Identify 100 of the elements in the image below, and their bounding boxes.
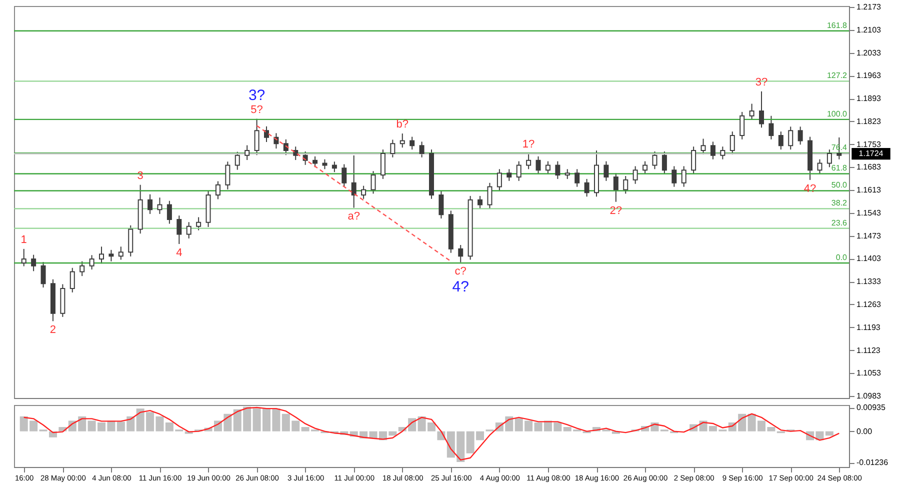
annotation: 3?: [755, 76, 768, 88]
candlestick: [380, 149, 386, 180]
candlestick: [31, 254, 36, 272]
candlestick: [264, 126, 269, 143]
candlestick: [555, 160, 560, 180]
y-tick-label: 1.2173: [856, 2, 882, 12]
y-tick-label: 1.1753: [856, 140, 882, 149]
y-tick-label: 1.1333: [856, 277, 882, 286]
candlestick: [176, 215, 182, 245]
candlestick: [526, 152, 532, 170]
y-tick-label: 1.1263: [856, 300, 882, 309]
y-tick-label: 0.00935: [856, 403, 886, 412]
annotation: 3?: [248, 86, 266, 104]
candlestick: [778, 131, 784, 150]
y-tick-label: 1.1473: [856, 231, 882, 240]
candlestick: [80, 260, 85, 277]
candlestick: [817, 158, 822, 175]
candlestick: [710, 141, 716, 160]
candlestick: [21, 248, 26, 267]
annotation: 161.8: [826, 20, 848, 30]
candlestick: [99, 246, 104, 264]
candlestick: [254, 118, 260, 156]
candlestick: [118, 246, 124, 260]
annotation: 2: [50, 324, 56, 336]
candlestick: [536, 156, 541, 175]
y-tick-label: 1.1683: [856, 162, 882, 172]
annotation: c?: [454, 265, 466, 278]
annotation: 1?: [522, 138, 535, 150]
candlestick: [342, 164, 347, 188]
annotation: 50.0: [831, 180, 848, 190]
candlestick: [545, 160, 550, 175]
ref-line-label: 1.1724: [858, 148, 884, 158]
candlestick: [759, 90, 764, 128]
candlestick: [623, 176, 628, 194]
candlestick: [322, 158, 328, 170]
candlestick: [312, 156, 318, 168]
candlestick: [672, 166, 677, 188]
candlestick: [390, 139, 396, 158]
candlestick: [225, 161, 230, 190]
candlestick: [516, 160, 522, 182]
candlestick: [458, 244, 464, 263]
y-tick-label: 1.2033: [856, 48, 882, 58]
y-tick-label: 1.1123: [856, 346, 881, 355]
candlestick: [730, 131, 735, 155]
y-tick-label: 1.1963: [856, 71, 882, 80]
y-tick-label: 1.1893: [856, 94, 882, 104]
annotation: b?: [396, 118, 409, 131]
annotation: 5?: [250, 104, 263, 116]
y-tick-label: -0.01236: [856, 458, 889, 468]
y-tick-label: 1.2103: [856, 25, 882, 34]
candlestick: [496, 168, 502, 191]
candlestick: [361, 185, 366, 200]
candlestick: [652, 150, 658, 170]
candlestick: [487, 182, 492, 210]
candlestick: [798, 126, 803, 146]
candlestick: [662, 150, 667, 175]
candlestick: [186, 222, 192, 239]
candlestick: [584, 178, 590, 198]
annotation: 2?: [610, 204, 622, 217]
candlestick: [506, 168, 512, 182]
y-tick-label: 1.1543: [856, 208, 882, 218]
candlestick: [70, 267, 75, 293]
annotation: 38.2: [831, 198, 848, 208]
annotation: 100.0: [826, 109, 848, 118]
candlestick: [720, 146, 726, 160]
candlestick: [768, 115, 774, 140]
annotation: 127.2: [826, 71, 848, 80]
candlestick: [332, 161, 337, 173]
candlestick: [419, 141, 424, 158]
candlestick: [128, 224, 134, 257]
y-tick-label: 1.1403: [856, 254, 882, 264]
candlestick: [632, 166, 638, 184]
y-tick-label: 1.0983: [856, 392, 882, 401]
candlestick: [293, 146, 298, 160]
y-tick-label: 1.1823: [856, 116, 882, 126]
candlestick: [788, 126, 794, 150]
annotation: a?: [348, 210, 360, 223]
candlestick: [215, 180, 220, 200]
annotation: 0.0: [836, 252, 848, 262]
candlestick: [438, 190, 444, 220]
candlestick: [166, 200, 172, 224]
candlestick: [244, 144, 250, 160]
candlestick: [574, 168, 580, 188]
candlestick: [234, 151, 240, 170]
y-tick-label: 0.00: [856, 426, 873, 436]
candlestick: [400, 133, 405, 148]
annotation: 23.6: [831, 218, 848, 228]
annotation: 4: [176, 247, 182, 260]
candlestick: [740, 111, 745, 140]
candlestick: [108, 249, 114, 262]
y-tick-label: 1.1193: [856, 322, 881, 332]
candlestick: [564, 168, 570, 180]
candlestick: [410, 136, 415, 150]
candlestick: [89, 254, 94, 270]
annotation: 1: [20, 234, 27, 246]
candlestick: [642, 160, 648, 175]
candlestick: [749, 103, 754, 120]
candlestick: [613, 172, 618, 202]
candlestick: [157, 197, 162, 214]
annotation: 61.8: [831, 164, 848, 173]
